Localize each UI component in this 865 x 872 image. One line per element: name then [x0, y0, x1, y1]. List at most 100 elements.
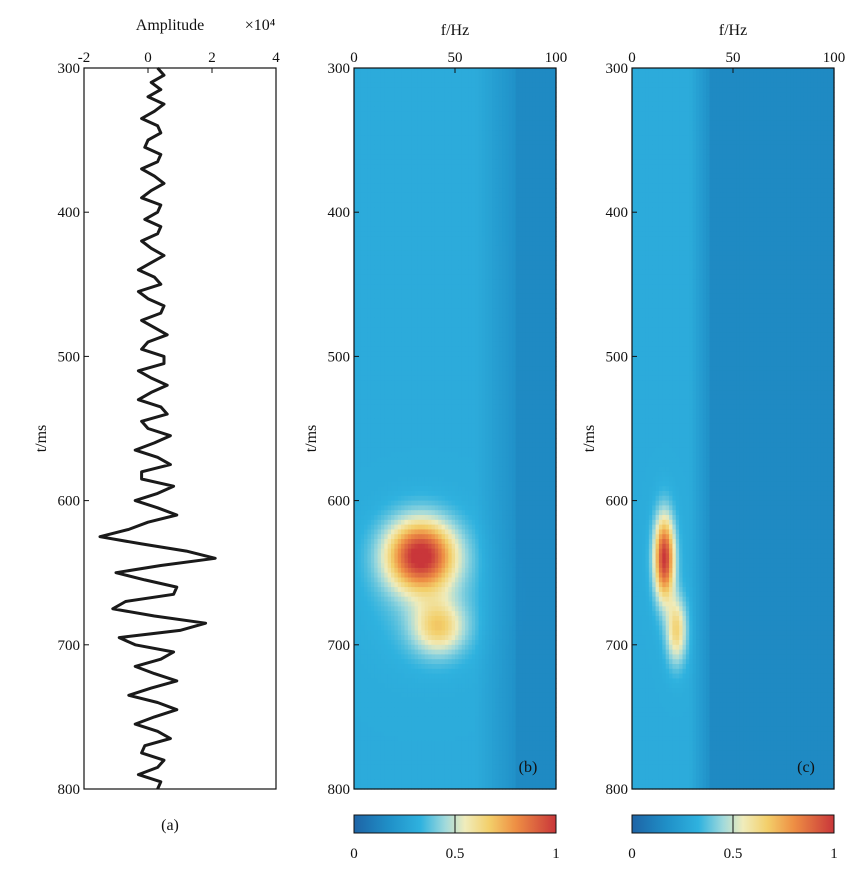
panel-b-cell [495, 101, 500, 108]
panel-b-cell [508, 154, 513, 160]
panel-b-cell [391, 116, 395, 122]
panel-b-cell [471, 164, 476, 170]
panel-b-cell [380, 135, 385, 141]
panel-b-cell [485, 72, 490, 79]
panel-b-cell [451, 125, 456, 132]
panel-b-cell [384, 96, 389, 103]
panel-b-cell [535, 130, 540, 136]
panel-b-cell [424, 68, 429, 74]
panel-b-cell [498, 125, 503, 132]
panel-b-cell [374, 159, 379, 165]
panel-b-cell [394, 82, 399, 88]
panel-b-cell [397, 106, 402, 112]
panel-b-cell [492, 96, 496, 103]
panel-b-cell [434, 72, 439, 79]
panel-b-cell [539, 149, 544, 156]
panel-b-cell [421, 72, 426, 79]
panel-b-cell [364, 111, 369, 117]
panel-b-cell [508, 159, 513, 165]
panel-b-cell [448, 140, 453, 146]
panel-b-cell [492, 159, 496, 165]
panel-b-cell [539, 72, 544, 79]
panel-b-cell [417, 154, 422, 160]
panel-b-cell [471, 87, 476, 93]
panel-b-cell [492, 149, 496, 156]
panel-b-cell [421, 125, 426, 132]
panel-b-cell [360, 101, 365, 108]
panel-b-cell [434, 92, 439, 98]
panel-b-cell [434, 154, 439, 160]
panel-b-cell [370, 82, 375, 88]
panel-b-cell [384, 140, 389, 146]
panel-b-cell [532, 72, 537, 79]
panel-b-cell [508, 140, 513, 146]
panel-b-cell [542, 111, 547, 117]
panel-b-cell [485, 130, 490, 136]
panel-b-cell [451, 120, 456, 127]
panel-b-cell [431, 82, 436, 88]
panel-b-cell [394, 144, 399, 151]
panel-b-cell [354, 130, 358, 136]
panel-b-cell [404, 111, 409, 117]
panel-b-cell [434, 96, 439, 103]
panel-b-cell [380, 125, 385, 132]
panel-b-cell [431, 144, 436, 151]
panel-b-cell [525, 149, 530, 156]
panel-b-cell [525, 125, 530, 132]
panel-b-cell [515, 101, 520, 108]
panel-b-cell [468, 144, 473, 151]
panel-b-cell [434, 140, 439, 146]
panel-b-cell [357, 154, 362, 160]
panel-b-cell [539, 106, 544, 112]
panel-b-cell [502, 77, 507, 84]
panel-b-cell [357, 96, 362, 103]
panel-b-cell [401, 77, 406, 84]
panel-b-cell [545, 92, 550, 98]
panel-b-cell [424, 116, 429, 122]
panel-b-cell [434, 130, 439, 136]
panel-b-cell [508, 164, 513, 170]
panel-b-cell [465, 106, 470, 112]
panel-b-cell [370, 125, 375, 132]
panel-b-cell [424, 82, 429, 88]
panel-b-cell [545, 164, 550, 170]
panel-b-cell [495, 125, 500, 132]
panel-b-cell [401, 164, 406, 170]
panel-b-cell [407, 72, 412, 79]
panel-b-cell [431, 72, 436, 79]
panel-b-cell [522, 159, 527, 165]
panel-b-cell [357, 77, 362, 84]
panel-b-cell [451, 82, 456, 88]
panel-b-cell [515, 106, 520, 112]
panel-b-cell [485, 116, 490, 122]
panel-b-cell [391, 130, 395, 136]
panel-b-cell [444, 77, 449, 84]
panel-b-cell [394, 135, 399, 141]
panel-b-cell [370, 106, 375, 112]
panel-b-cell [475, 92, 480, 98]
panel-b-cell [370, 144, 375, 151]
panel-b-cell [411, 159, 416, 165]
panel-b-cell [407, 130, 412, 136]
panel-b-cell [451, 72, 456, 79]
panel-b-cell [471, 77, 476, 84]
panel-b-cell [377, 144, 382, 151]
panel-b-cell [357, 106, 362, 112]
panel-b-cell [391, 125, 395, 132]
panel-b-cell [515, 92, 520, 98]
panel-b-cell [360, 168, 365, 175]
panel-b-cell [465, 149, 470, 156]
panel-b-cell [468, 125, 473, 132]
panel-b-cell [535, 135, 540, 141]
panel-b-cell [488, 130, 493, 136]
panel-b-cell [421, 154, 426, 160]
panel-b-cell [458, 77, 463, 84]
panel-b-cell [518, 164, 523, 170]
panel-b-cell [522, 92, 527, 98]
panel-b-cell [374, 106, 379, 112]
panel-b-cell [441, 144, 446, 151]
panel-b-cell [404, 140, 409, 146]
panel-b-cell [475, 154, 480, 160]
panel-b-cell [360, 135, 365, 141]
panel-b-cell [552, 125, 557, 132]
